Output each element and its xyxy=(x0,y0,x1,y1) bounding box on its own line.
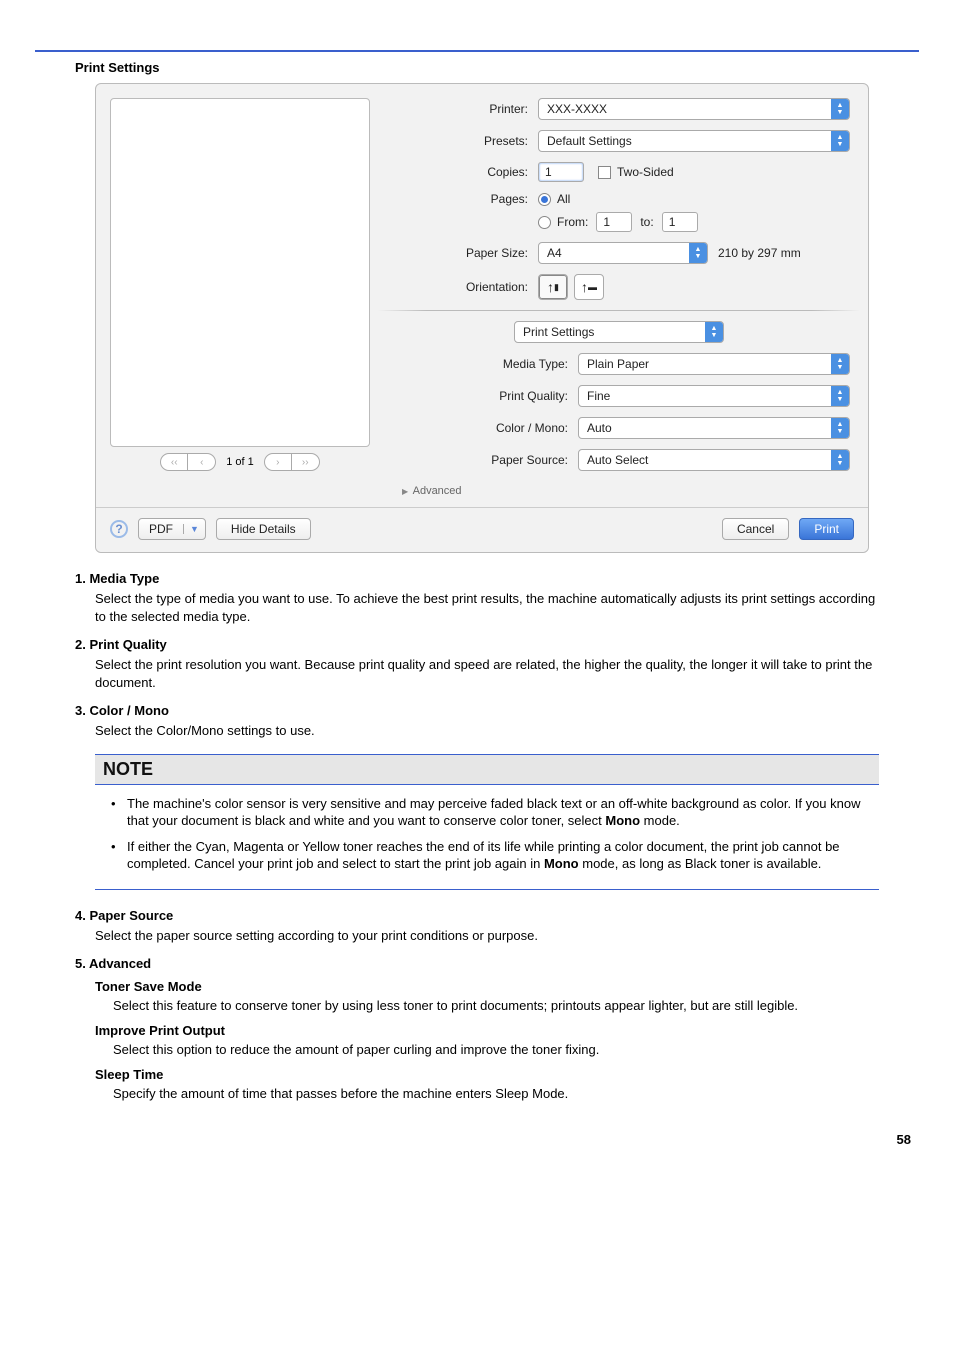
stepper-icon xyxy=(831,354,849,374)
printer-label: Printer: xyxy=(388,102,538,116)
help-button[interactable]: ? xyxy=(110,520,128,538)
pages-all-radio[interactable] xyxy=(538,193,551,206)
presets-select[interactable]: Default Settings xyxy=(538,130,850,152)
pager-next[interactable]: › xyxy=(264,453,292,471)
media-type-value: Plain Paper xyxy=(587,357,649,371)
pager-position: 1 of 1 xyxy=(226,456,254,468)
sub-title: Sleep Time xyxy=(95,1067,879,1082)
sub-text: Select this option to reduce the amount … xyxy=(113,1041,879,1059)
copies-input[interactable]: 1 xyxy=(538,162,584,182)
stepper-icon xyxy=(831,450,849,470)
paper-size-label: Paper Size: xyxy=(388,246,538,260)
copies-label: Copies: xyxy=(388,165,538,179)
pdf-label: PDF xyxy=(139,522,183,536)
item-title: Advanced xyxy=(75,956,879,971)
paper-size-value: A4 xyxy=(547,246,562,260)
paper-source-value: Auto Select xyxy=(587,453,648,467)
stepper-icon xyxy=(831,99,849,119)
color-mono-value: Auto xyxy=(587,421,612,435)
pager-prev[interactable]: ‹ xyxy=(188,453,216,471)
top-rule xyxy=(35,50,919,52)
item-text: Select the Color/Mono settings to use. xyxy=(95,722,879,740)
note-bullet: If either the Cyan, Magenta or Yellow to… xyxy=(127,838,873,873)
preview-box xyxy=(110,98,370,447)
pages-to-input[interactable]: 1 xyxy=(662,212,698,232)
chevron-down-icon: ▼ xyxy=(183,524,205,534)
printer-value: XXX-XXXX xyxy=(547,102,607,116)
media-type-select[interactable]: Plain Paper xyxy=(578,353,850,375)
sub-title: Improve Print Output xyxy=(95,1023,879,1038)
two-sided-checkbox[interactable] xyxy=(598,166,611,179)
sub-text: Select this feature to conserve toner by… xyxy=(113,997,879,1015)
stepper-icon xyxy=(831,131,849,151)
stepper-icon xyxy=(831,386,849,406)
media-type-label: Media Type: xyxy=(478,357,578,371)
preview-column: ‹‹ ‹ 1 of 1 › ›› xyxy=(110,98,370,481)
item-text: Select the print resolution you want. Be… xyxy=(95,656,879,691)
orientation-landscape[interactable]: ↑▬ xyxy=(574,274,604,300)
list-item: Paper Source Select the paper source set… xyxy=(75,908,879,945)
paper-source-label: Paper Source: xyxy=(478,453,578,467)
list-item: Advanced Toner Save Mode Select this fea… xyxy=(75,956,879,1102)
note-rule xyxy=(95,889,879,890)
item-text: Select the type of media you want to use… xyxy=(95,590,879,625)
description-list: Media Type Select the type of media you … xyxy=(75,571,879,740)
note-block: NOTE The machine's color sensor is very … xyxy=(95,754,879,890)
pages-from-label: From: xyxy=(557,215,588,229)
pages-all-label: All xyxy=(557,192,570,206)
pages-from-input[interactable]: 1 xyxy=(596,212,632,232)
note-bullet: The machine's color sensor is very sensi… xyxy=(127,795,873,830)
print-quality-label: Print Quality: xyxy=(478,389,578,403)
hide-details-button[interactable]: Hide Details xyxy=(216,518,311,540)
panel-value: Print Settings xyxy=(523,325,594,339)
printer-select[interactable]: XXX-XXXX xyxy=(538,98,850,120)
color-mono-label: Color / Mono: xyxy=(478,421,578,435)
stepper-icon xyxy=(705,322,723,342)
item-text: Select the paper source setting accordin… xyxy=(95,927,879,945)
pages-label: Pages: xyxy=(388,192,538,206)
note-heading: NOTE xyxy=(95,754,879,785)
list-item: Color / Mono Select the Color/Mono setti… xyxy=(75,703,879,740)
item-title: Print Quality xyxy=(75,637,879,652)
pages-to-label: to: xyxy=(640,215,653,229)
pager-last[interactable]: ›› xyxy=(292,453,320,471)
stepper-icon xyxy=(831,418,849,438)
presets-label: Presets: xyxy=(388,134,538,148)
pdf-button[interactable]: PDF ▼ xyxy=(138,518,206,540)
item-title: Color / Mono xyxy=(75,703,879,718)
divider xyxy=(378,310,860,311)
orientation-label: Orientation: xyxy=(388,280,538,294)
color-mono-select[interactable]: Auto xyxy=(578,417,850,439)
orientation-portrait[interactable]: ↑▮ xyxy=(538,274,568,300)
list-item: Media Type Select the type of media you … xyxy=(75,571,879,625)
description-list-2: Paper Source Select the paper source set… xyxy=(75,908,879,1102)
advanced-disclosure[interactable]: Advanced xyxy=(376,481,868,507)
pager-first[interactable]: ‹‹ xyxy=(160,453,188,471)
stepper-icon xyxy=(689,243,707,263)
paper-size-select[interactable]: A4 xyxy=(538,242,708,264)
print-dialog: ‹‹ ‹ 1 of 1 › ›› Printer: XXX-XXXX Prese… xyxy=(95,83,869,553)
presets-value: Default Settings xyxy=(547,134,632,148)
pages-range-radio[interactable] xyxy=(538,216,551,229)
item-title: Media Type xyxy=(75,571,879,586)
section-title: Print Settings xyxy=(75,60,919,75)
print-quality-value: Fine xyxy=(587,389,610,403)
panel-select[interactable]: Print Settings xyxy=(514,321,724,343)
print-quality-select[interactable]: Fine xyxy=(578,385,850,407)
item-title: Paper Source xyxy=(75,908,879,923)
sub-title: Toner Save Mode xyxy=(95,979,879,994)
cancel-button[interactable]: Cancel xyxy=(722,518,789,540)
paper-source-select[interactable]: Auto Select xyxy=(578,449,850,471)
paper-size-dim: 210 by 297 mm xyxy=(718,246,801,260)
two-sided-label: Two-Sided xyxy=(617,165,674,179)
page-number: 58 xyxy=(35,1132,911,1147)
list-item: Print Quality Select the print resolutio… xyxy=(75,637,879,691)
sub-text: Specify the amount of time that passes b… xyxy=(113,1085,879,1103)
preview-pager: ‹‹ ‹ 1 of 1 › ›› xyxy=(110,453,370,471)
print-button[interactable]: Print xyxy=(799,518,854,540)
